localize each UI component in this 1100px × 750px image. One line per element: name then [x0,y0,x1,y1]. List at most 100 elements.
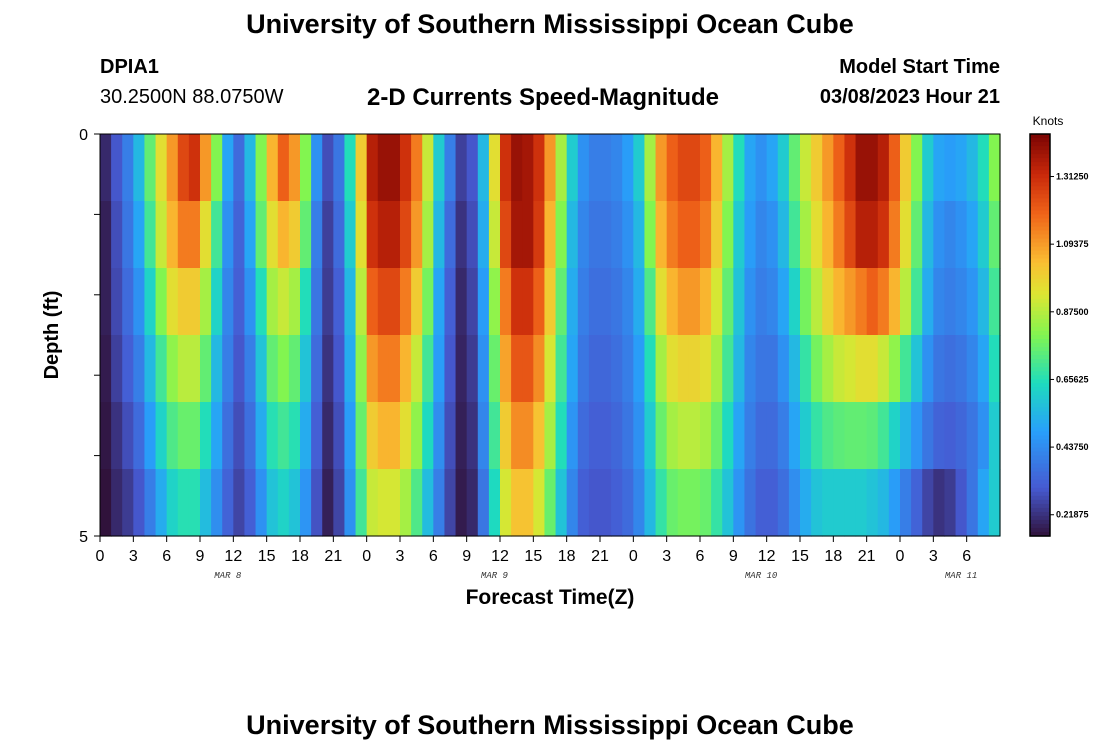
heatmap-cell [133,134,146,202]
heatmap-cell [355,134,368,202]
heatmap-cell [411,134,423,202]
heatmap-cell [422,402,434,470]
heatmap-cell [233,268,246,336]
heatmap-cell [488,335,501,403]
colorbar-segment [1030,467,1050,473]
heatmap-cell [933,201,946,269]
heatmap-cell [933,268,946,336]
heatmap-cell [633,201,646,269]
heatmap-cell [144,469,157,537]
heatmap-cell [722,402,734,470]
heatmap-cell [344,268,357,336]
heatmap-cell [833,201,846,269]
heatmap-cell [955,134,968,202]
heatmap-cell [755,402,768,470]
colorbar-segment [1030,290,1050,296]
heatmap-cell [766,201,779,269]
colorbar-segment [1030,162,1050,167]
heatmap-cell [922,134,934,202]
heatmap-cell [922,268,934,336]
heatmap-cell [633,268,646,336]
colorbar-segment [1030,230,1050,236]
heatmap-cell [233,201,246,269]
heatmap-cell [311,402,323,470]
heatmap-cell [344,469,357,537]
heatmap-cell [655,268,668,336]
heatmap-cell [566,201,579,269]
heatmap-cell [166,134,179,202]
heatmap-cell [744,469,757,537]
heatmap-cell [488,268,501,336]
heatmap-cell [711,402,723,470]
heatmap-cell [911,469,923,537]
heatmap-cell [455,335,468,403]
heatmap-cell [988,469,1001,537]
colorbar-segment [1030,310,1050,316]
colorbar-tick-label: 0.43750 [1056,442,1089,452]
heatmap-cell [866,134,879,202]
heatmap-cell [755,201,768,269]
x-tick-label: 21 [591,548,609,565]
colorbar-segment [1030,306,1050,312]
heatmap-cell [211,335,223,403]
heatmap-cell [744,201,757,269]
heatmap-cell [144,201,157,269]
colorbar-segment [1030,479,1050,485]
heatmap-cell [311,335,323,403]
colorbar-segment [1030,326,1050,332]
heatmap-cell [266,469,279,537]
heatmap-cell [633,402,646,470]
heatmap-cell [644,335,657,403]
heatmap-cell [344,335,357,403]
heatmap-cell [111,268,123,336]
heatmap-cell [400,469,412,537]
heatmap-cell [977,134,990,202]
heatmap-cell [500,469,512,537]
x-tick-label: 0 [896,548,905,565]
heatmap-cell [788,134,801,202]
colorbar-label: Knots [1033,114,1064,128]
heatmap-cell [166,201,179,269]
heatmap-cell [433,469,446,537]
heatmap-cell [555,201,568,269]
colorbar-segment [1030,206,1050,211]
heatmap-cell [955,268,968,336]
heatmap-cell [444,268,457,336]
x-tick-label: 15 [791,548,809,565]
heatmap-cell [866,201,879,269]
colorbar-segment [1030,210,1050,215]
heatmap-cell [755,134,768,202]
colorbar-frame [1029,133,1051,537]
heatmap-cell [900,201,912,269]
heatmap-cell [633,134,646,202]
heatmap-cell [577,469,590,537]
colorbar-segment [1030,415,1050,421]
heatmap-cell [244,268,257,336]
heatmap-cell [855,402,868,470]
x-tick-label: 6 [429,548,438,565]
heatmap-cell [300,402,312,470]
heatmap-cell [600,268,612,336]
heatmap-cell [733,469,746,537]
heatmap-cell [455,469,468,537]
y-axis-label: Depth (ft) [41,291,63,380]
heatmap-cell [188,402,201,470]
footer-title: University of Southern Mississippi Ocean… [246,710,854,740]
heatmap-cell [611,335,623,403]
colorbar-segment [1030,527,1050,533]
colorbar-segment [1030,391,1050,396]
heatmap-cell [777,134,790,202]
colorbar-segment [1030,347,1050,352]
heatmap-cell [833,335,846,403]
heatmap-cell [855,469,868,537]
heatmap-cell [577,268,590,336]
heatmap-cell [900,469,912,537]
heatmap-cell [388,335,401,403]
heatmap-cell [577,134,590,202]
heatmap-cell [988,201,1001,269]
heatmap-cell [222,335,234,403]
heatmap-cell [866,402,879,470]
heatmap-cell [611,469,623,537]
colorbar-segment [1030,507,1050,513]
date-label: MAR 11 [945,571,977,581]
